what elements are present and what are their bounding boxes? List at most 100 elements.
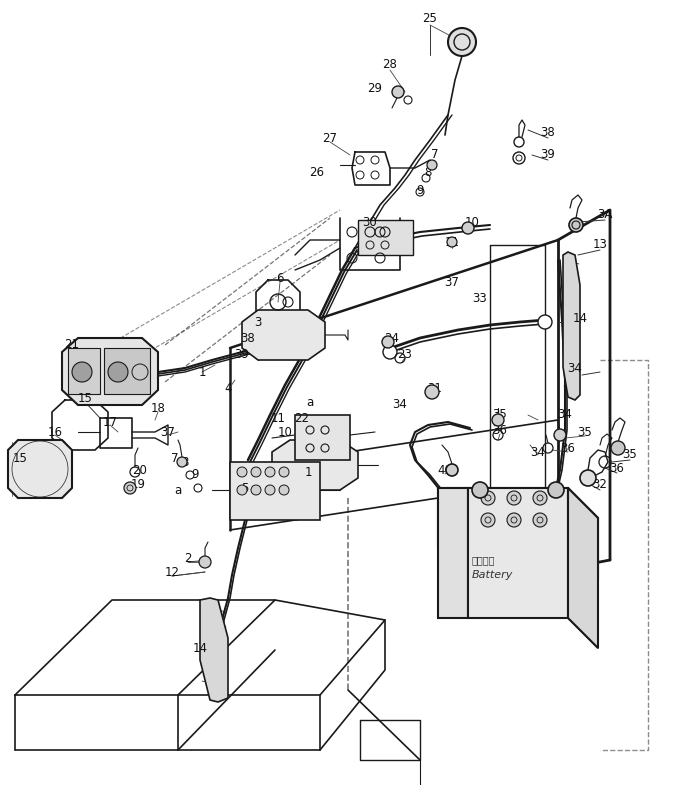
Text: 1: 1	[305, 466, 312, 479]
Text: 40: 40	[438, 463, 452, 476]
Polygon shape	[438, 488, 598, 578]
Text: 34: 34	[392, 399, 408, 411]
Bar	[68, 348, 100, 394]
Circle shape	[427, 160, 437, 170]
Circle shape	[199, 556, 211, 568]
Polygon shape	[242, 310, 325, 360]
Text: 4: 4	[224, 382, 231, 395]
Circle shape	[472, 482, 488, 498]
Circle shape	[237, 485, 247, 495]
Circle shape	[265, 485, 275, 495]
Text: 5: 5	[241, 481, 249, 495]
Polygon shape	[568, 488, 598, 648]
Text: 9: 9	[191, 469, 199, 481]
Text: a: a	[174, 484, 182, 496]
Text: 22: 22	[295, 411, 309, 425]
Text: 16: 16	[47, 425, 63, 439]
Text: 39: 39	[235, 349, 250, 362]
Circle shape	[462, 222, 474, 234]
Text: 14: 14	[572, 312, 588, 324]
Text: 39: 39	[541, 148, 556, 162]
Bar	[358, 220, 413, 255]
Text: 8: 8	[181, 455, 189, 469]
Text: 35: 35	[622, 448, 637, 462]
Text: 26: 26	[309, 166, 325, 178]
Text: 18: 18	[151, 401, 165, 414]
Text: 32: 32	[592, 479, 608, 491]
Polygon shape	[62, 338, 158, 405]
Text: 28: 28	[383, 59, 397, 71]
Text: 36: 36	[610, 462, 625, 474]
Circle shape	[392, 86, 404, 98]
Circle shape	[279, 485, 289, 495]
Circle shape	[580, 470, 596, 486]
Text: 10: 10	[277, 425, 293, 439]
Text: 3A: 3A	[597, 209, 613, 221]
Text: 15: 15	[77, 392, 93, 404]
Polygon shape	[563, 252, 580, 400]
Text: a: a	[307, 396, 314, 408]
Text: 34: 34	[558, 408, 572, 422]
Text: 36: 36	[560, 441, 576, 455]
Circle shape	[533, 513, 547, 527]
Text: 33: 33	[473, 291, 487, 305]
Text: 31: 31	[427, 382, 443, 395]
Text: 10: 10	[465, 216, 480, 228]
Text: 36: 36	[493, 423, 507, 436]
Circle shape	[507, 491, 521, 505]
Circle shape	[554, 429, 566, 441]
Circle shape	[481, 513, 495, 527]
Text: 2: 2	[184, 552, 192, 564]
Circle shape	[425, 385, 439, 399]
Text: 7: 7	[171, 451, 178, 465]
Text: 17: 17	[102, 415, 118, 429]
Bar	[230, 462, 320, 520]
Circle shape	[237, 467, 247, 477]
Circle shape	[481, 491, 495, 505]
Text: 27: 27	[323, 132, 337, 144]
Text: 11: 11	[270, 411, 286, 425]
Text: 20: 20	[132, 463, 148, 476]
Text: 9: 9	[416, 184, 424, 196]
Circle shape	[177, 457, 187, 467]
Text: 30: 30	[362, 216, 377, 228]
Circle shape	[265, 467, 275, 477]
Polygon shape	[468, 488, 568, 618]
Circle shape	[538, 315, 552, 329]
Text: バッテリ: バッテリ	[472, 555, 496, 565]
Text: 37: 37	[160, 425, 176, 439]
Text: 34: 34	[530, 446, 546, 458]
Bar	[104, 348, 150, 394]
Circle shape	[124, 482, 136, 494]
Text: 29: 29	[367, 82, 383, 94]
Circle shape	[279, 467, 289, 477]
Circle shape	[72, 362, 92, 382]
Bar	[295, 415, 350, 460]
Text: 23: 23	[397, 349, 413, 362]
Text: 38: 38	[240, 331, 255, 345]
Text: 21: 21	[65, 338, 79, 352]
Text: 34: 34	[567, 362, 583, 374]
Circle shape	[548, 482, 564, 498]
Text: 8: 8	[424, 166, 431, 178]
Text: 38: 38	[541, 126, 556, 140]
Polygon shape	[200, 598, 228, 702]
Polygon shape	[272, 440, 358, 490]
Text: 35: 35	[493, 408, 507, 422]
Text: 24: 24	[385, 331, 399, 345]
Circle shape	[611, 441, 625, 455]
Circle shape	[533, 491, 547, 505]
Text: 35: 35	[578, 425, 592, 439]
Text: 6: 6	[276, 272, 284, 284]
Text: 15: 15	[13, 451, 27, 465]
Polygon shape	[438, 488, 468, 618]
Text: 11: 11	[445, 236, 459, 249]
Circle shape	[569, 218, 583, 232]
Circle shape	[446, 464, 458, 476]
Text: Battery: Battery	[472, 570, 514, 580]
Circle shape	[251, 467, 261, 477]
Text: 37: 37	[445, 276, 459, 289]
Text: 14: 14	[192, 641, 208, 655]
Text: 7: 7	[431, 148, 438, 162]
Text: 1: 1	[198, 366, 206, 378]
